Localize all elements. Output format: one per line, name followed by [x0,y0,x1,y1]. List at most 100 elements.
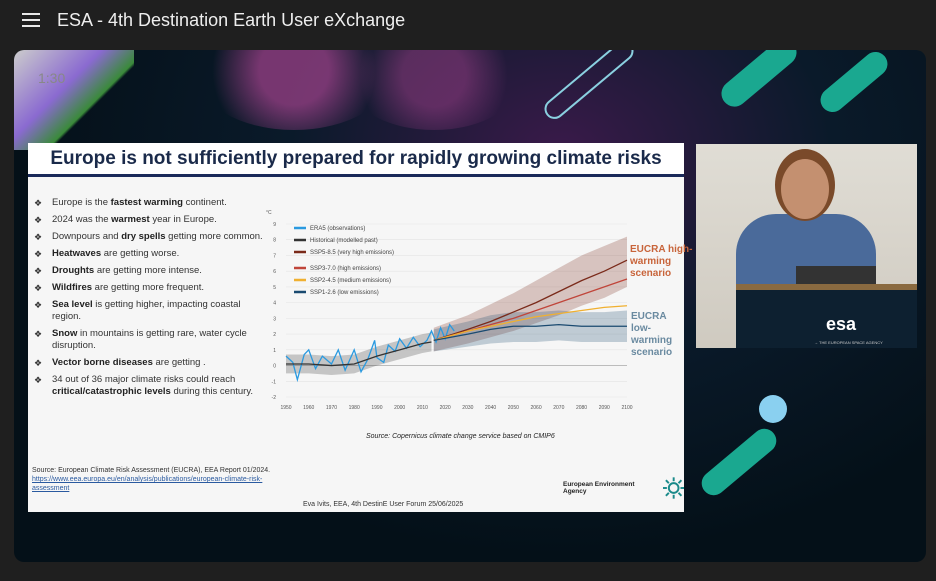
bullet-item: Snow in mountains is getting rare, water… [34,328,270,352]
podium: esa → THE EUROPEAN SPACE AGENCY [736,284,917,348]
event-title: ESA - 4th Destination Earth User eXchang… [57,9,406,30]
bullet-text: are getting worse. [101,248,180,259]
y-tick-label: 0 [273,364,276,370]
x-tick-label: 1960 [303,405,314,411]
x-tick-label: 2080 [576,405,587,411]
legend-label: ERA5 (observations) [310,226,365,232]
bullet-text: dry spells [121,231,166,242]
x-tick-label: 2060 [531,405,542,411]
video-player[interactable]: 1:30 Europe is not sufficiently prepared… [14,50,926,562]
satellite-image [14,50,134,150]
hamburger-menu-icon[interactable] [22,13,40,27]
x-tick-label: 1970 [326,405,337,411]
slide-footer: Eva Ivits, EEA, 4th DestinE User Forum 2… [303,501,464,508]
y-tick-label: -1 [272,379,277,385]
y-tick-label: 4 [273,301,276,307]
bullet-list: Europe is the fastest warming continent.… [34,197,270,403]
y-tick-label: 8 [273,238,276,244]
bullet-text: Downpours and [52,231,122,242]
y-tick-label: 6 [273,269,276,275]
legend-label: SSP3-7.0 (high emissions) [310,266,381,272]
uncertainty-band-1 [286,332,432,375]
series-line-5 [433,324,627,342]
x-tick-label: 2090 [599,405,610,411]
bullet-text: Wildfires [52,282,93,293]
decorative-pill [540,50,638,124]
bullet-text: 2024 was the [52,214,112,225]
bullet-item: Downpours and dry spells getting more co… [34,231,270,243]
series-line-4 [433,305,628,342]
laptop [796,266,876,286]
series-line-2 [433,259,628,342]
x-tick-label: 2010 [417,405,428,411]
y-axis-unit: °C [266,210,272,216]
esa-tagline: → THE EUROPEAN SPACE AGENCY [814,340,883,345]
bullet-text: during this century. [170,386,254,397]
y-tick-label: 1 [273,348,276,354]
bullet-text: Heatwaves [52,248,102,259]
decorative-pill [696,423,782,501]
y-tick-label: 2 [273,332,276,338]
annotation-low-warming: EUCRA low-warming scenario [631,311,673,358]
y-tick-label: 3 [273,316,276,322]
series-line-0 [285,323,455,383]
climate-chart: °C -2 -1 0 1 2 3 4 5 6 7 8 9 1950 1960 1970 1980 1990 2000… [266,210,633,411]
bullet-text: year in Europe. [149,214,217,225]
slide-source: Source: European Climate Risk Assessment… [32,466,287,493]
annotation-high-warming: EUCRA high-warming scenario [630,244,693,279]
bullet-text: getting more common. [165,231,263,242]
x-tick-label: 2070 [553,405,564,411]
bullet-text: Droughts [52,265,95,276]
x-tick-label: 2100 [621,405,632,411]
bullet-text: critical/catastrophic levels [52,386,171,397]
legend-label: SSP5-8.5 (very high emissions) [310,250,394,256]
bullet-text: is getting higher, impacting coastal reg… [52,299,241,322]
bullet-item: Wildfires are getting more frequent. [34,282,270,294]
legend-label: SSP1-2.6 (low emissions) [310,290,379,296]
esa-logo: esa [826,314,857,334]
bullet-text: are getting . [152,357,206,368]
bullet-item: Droughts are getting more intense. [34,265,270,277]
bullet-item: 2024 was the warmest year in Europe. [34,214,270,226]
eea-sun-icon [662,477,684,499]
y-tick-label: 7 [273,253,276,259]
slide-title: Europe is not sufficiently prepared for … [28,143,684,177]
chart-source: Source: Copernicus climate change servic… [366,433,555,440]
bullet-text: fastest warming [110,197,183,208]
x-tick-label: 1980 [349,405,360,411]
speaker-head [781,159,829,219]
x-tick-label: 2040 [485,405,496,411]
decorative-circle [759,395,787,423]
timecode: 1:30 [38,70,66,86]
source-link[interactable]: https://www.eea.europa.eu/en/analysis/pu… [32,476,263,492]
bullet-text: Europe is the [52,197,111,208]
eea-logo: European Environment Agency [563,477,684,499]
source-text: Source: European Climate Risk Assessment… [32,467,271,474]
bullet-item: Sea level is getting higher, impacting c… [34,299,270,323]
x-tick-label: 2000 [394,405,405,411]
bullet-text: Vector borne diseases [52,357,153,368]
bullet-text: in mountains is getting rare, water cycl… [52,328,247,351]
bullet-item: Europe is the fastest warming continent. [34,197,270,209]
bullet-item: Vector borne diseases are getting . [34,357,270,369]
bullet-text: are getting more intense. [94,265,202,276]
y-tick-label: -2 [272,395,277,401]
decorative-dots [344,50,524,130]
slide-body: Europe is the fastest warming continent.… [28,177,692,512]
bullet-text: continent. [182,197,227,208]
speaker-video: esa → THE EUROPEAN SPACE AGENCY [696,144,917,348]
bullet-text: are getting more frequent. [92,282,205,293]
bullet-text: Snow [52,328,78,339]
bullet-text: warmest [111,214,150,225]
series-line-1 [286,341,432,367]
y-tick-label: 5 [273,285,276,291]
uncertainty-band-5 [433,310,627,352]
legend-label: Historical (modelled past) [310,238,378,244]
x-tick-label: 2050 [508,405,519,411]
bullet-text: Sea level [52,299,93,310]
x-tick-label: 1990 [371,405,382,411]
uncertainty-band-2 [433,236,627,352]
agency-name: European Environment Agency [563,481,635,495]
x-tick-label: 2030 [462,405,473,411]
y-tick-label: 9 [273,222,276,228]
